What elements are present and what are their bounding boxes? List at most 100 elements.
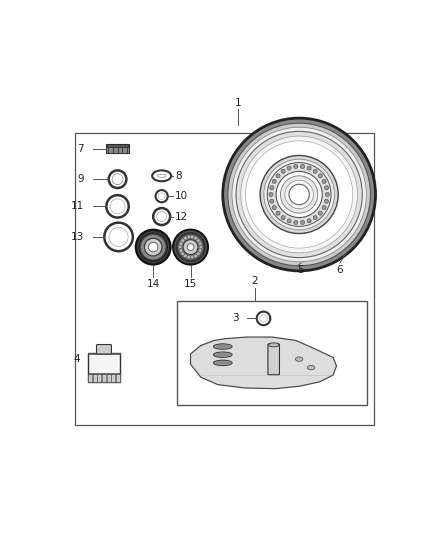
Bar bbox=[88, 373, 120, 374]
Circle shape bbox=[318, 211, 322, 215]
Text: 12: 12 bbox=[175, 212, 188, 222]
Circle shape bbox=[187, 236, 191, 239]
Ellipse shape bbox=[268, 343, 279, 347]
Ellipse shape bbox=[213, 344, 232, 349]
Ellipse shape bbox=[157, 174, 166, 177]
Circle shape bbox=[178, 234, 203, 260]
Circle shape bbox=[223, 118, 375, 271]
Text: 13: 13 bbox=[71, 232, 85, 242]
Circle shape bbox=[232, 127, 366, 262]
Circle shape bbox=[325, 185, 328, 190]
Circle shape bbox=[191, 255, 194, 259]
Circle shape bbox=[325, 192, 329, 197]
Text: 7: 7 bbox=[77, 144, 84, 154]
Circle shape bbox=[184, 237, 187, 240]
Circle shape bbox=[313, 169, 317, 173]
Circle shape bbox=[272, 180, 276, 183]
Circle shape bbox=[281, 216, 285, 220]
FancyBboxPatch shape bbox=[96, 344, 111, 354]
Circle shape bbox=[322, 206, 326, 209]
Circle shape bbox=[313, 216, 317, 220]
Text: 15: 15 bbox=[184, 279, 197, 289]
Circle shape bbox=[181, 239, 184, 243]
Ellipse shape bbox=[215, 353, 230, 356]
Ellipse shape bbox=[307, 366, 315, 370]
Bar bbox=[88, 374, 92, 382]
Circle shape bbox=[191, 236, 194, 239]
Circle shape bbox=[281, 169, 285, 173]
Text: 6: 6 bbox=[336, 265, 343, 275]
Circle shape bbox=[187, 255, 191, 259]
Circle shape bbox=[187, 244, 194, 251]
Circle shape bbox=[267, 163, 331, 227]
Text: 5: 5 bbox=[297, 265, 304, 275]
Circle shape bbox=[294, 221, 298, 224]
Bar bbox=[106, 374, 110, 382]
Circle shape bbox=[194, 237, 197, 240]
Circle shape bbox=[269, 192, 273, 197]
Circle shape bbox=[300, 221, 304, 224]
Circle shape bbox=[184, 254, 187, 257]
Bar bbox=[97, 374, 101, 382]
Polygon shape bbox=[191, 337, 336, 389]
Text: 2: 2 bbox=[252, 276, 258, 286]
Text: 10: 10 bbox=[175, 191, 188, 201]
Circle shape bbox=[322, 180, 326, 183]
Text: 4: 4 bbox=[73, 354, 80, 364]
Circle shape bbox=[198, 249, 202, 252]
Bar bbox=[88, 353, 120, 382]
Circle shape bbox=[197, 239, 200, 243]
Bar bbox=[116, 374, 120, 382]
Text: 3: 3 bbox=[232, 313, 239, 324]
Ellipse shape bbox=[295, 357, 303, 361]
Text: 1: 1 bbox=[235, 98, 241, 108]
Circle shape bbox=[179, 245, 182, 249]
Circle shape bbox=[307, 219, 311, 223]
Circle shape bbox=[276, 211, 280, 215]
Circle shape bbox=[179, 242, 183, 245]
Circle shape bbox=[325, 199, 328, 203]
Ellipse shape bbox=[213, 352, 232, 358]
Circle shape bbox=[260, 156, 338, 233]
Circle shape bbox=[183, 240, 198, 255]
Circle shape bbox=[199, 245, 202, 249]
Circle shape bbox=[140, 234, 166, 260]
Circle shape bbox=[318, 174, 322, 178]
Circle shape bbox=[264, 159, 335, 230]
Bar bbox=[107, 144, 128, 147]
Circle shape bbox=[181, 252, 184, 255]
Circle shape bbox=[236, 131, 362, 257]
Circle shape bbox=[276, 172, 322, 217]
Bar bbox=[75, 133, 374, 425]
Bar bbox=[177, 302, 367, 405]
Circle shape bbox=[300, 165, 304, 168]
Circle shape bbox=[307, 166, 311, 170]
Text: 9: 9 bbox=[77, 174, 84, 184]
Circle shape bbox=[173, 229, 208, 265]
Ellipse shape bbox=[213, 360, 232, 366]
Circle shape bbox=[285, 180, 314, 209]
Bar bbox=[111, 374, 115, 382]
Circle shape bbox=[179, 249, 183, 252]
Circle shape bbox=[270, 185, 274, 190]
Text: 11: 11 bbox=[71, 201, 85, 212]
Circle shape bbox=[145, 238, 162, 256]
Ellipse shape bbox=[215, 361, 230, 365]
Circle shape bbox=[289, 184, 309, 205]
Circle shape bbox=[276, 174, 280, 178]
Bar bbox=[93, 374, 97, 382]
FancyBboxPatch shape bbox=[268, 344, 279, 375]
Bar bbox=[88, 353, 120, 354]
Bar bbox=[106, 144, 130, 154]
Bar bbox=[102, 374, 106, 382]
Circle shape bbox=[272, 206, 276, 209]
Text: 8: 8 bbox=[175, 171, 181, 181]
Circle shape bbox=[280, 176, 318, 213]
Ellipse shape bbox=[215, 345, 230, 348]
Circle shape bbox=[148, 243, 158, 252]
Circle shape bbox=[241, 136, 357, 253]
Circle shape bbox=[228, 123, 371, 266]
Circle shape bbox=[198, 242, 202, 245]
Circle shape bbox=[135, 229, 171, 265]
Circle shape bbox=[294, 165, 298, 168]
